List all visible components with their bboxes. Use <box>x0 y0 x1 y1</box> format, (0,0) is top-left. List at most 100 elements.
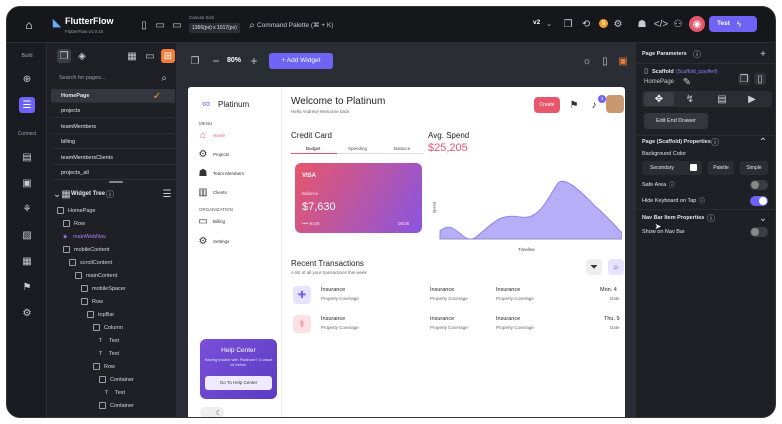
actions-tab-icon[interactable]: ↯ <box>685 93 695 105</box>
custom-code-icon[interactable]: ⚑ <box>22 281 32 293</box>
android-icon[interactable]: ⚇ <box>673 18 683 30</box>
theme-toggle[interactable] <box>200 407 224 417</box>
command-palette[interactable]: Command Palette (⌘ + K) <box>257 22 334 29</box>
tab-balance[interactable]: Balance <box>394 146 411 151</box>
home-icon[interactable]: ⌂ <box>25 18 33 32</box>
chevron-down-icon[interactable]: ⌄ <box>52 188 62 200</box>
chevron-up-icon[interactable]: ⌃ <box>758 136 768 148</box>
credit-card[interactable] <box>295 163 422 233</box>
grid-view-icon[interactable]: ▦ <box>127 50 137 62</box>
copy-icon[interactable]: ❐ <box>563 18 573 30</box>
code-icon[interactable]: </> <box>653 18 669 30</box>
phone-preview-icon[interactable]: ▯ <box>602 55 608 67</box>
bg-color-select[interactable]: Secondary <box>642 161 702 175</box>
delete-icon[interactable]: ▯ <box>754 73 766 85</box>
chevron-down-icon[interactable]: ⌄ <box>758 212 768 224</box>
test-button[interactable]: Test <box>709 16 757 32</box>
page-item[interactable]: teamMembers <box>51 120 175 134</box>
add-param-icon[interactable]: + <box>760 48 766 60</box>
tree-item[interactable]: T Text <box>99 338 120 344</box>
safe-area-toggle[interactable] <box>750 180 768 190</box>
tab-spending[interactable]: Spending <box>348 146 368 151</box>
backend-tab-icon[interactable]: ▤ <box>717 93 727 105</box>
create-button[interactable]: Create <box>534 97 560 113</box>
page-item[interactable]: billing <box>51 135 175 149</box>
add-page-button-icon[interactable]: ⊞ <box>161 49 175 63</box>
collab-icon[interactable]: ☗ <box>637 18 647 30</box>
nav-billing[interactable]: Billing <box>213 219 226 224</box>
history-icon[interactable]: ⟲ <box>581 18 591 30</box>
add-page-icon[interactable]: ⊕ <box>22 73 32 85</box>
tree-item[interactable]: mainContent <box>47 270 177 283</box>
tab-budget[interactable]: Budget <box>306 146 321 151</box>
tree-item[interactable]: T Text <box>105 390 126 396</box>
api-icon[interactable]: ▣ <box>22 177 32 189</box>
desktop-icon[interactable]: ▭ <box>172 19 182 31</box>
resize-handle[interactable] <box>109 181 123 183</box>
page-name[interactable]: HomePage <box>644 79 675 85</box>
tree-item[interactable]: mobileContent <box>47 244 177 257</box>
nav-projects[interactable]: Projects <box>213 152 230 157</box>
nav-settings[interactable]: Settings <box>213 239 230 244</box>
show-navbar-toggle[interactable] <box>750 227 768 237</box>
widget-tree-icon[interactable]: ☰ <box>19 97 35 113</box>
edit-drawer-button[interactable]: Edit End Drawer <box>644 113 708 129</box>
hide-keyboard-toggle[interactable] <box>750 196 768 206</box>
zoom-out-icon[interactable]: − <box>212 54 220 68</box>
notification-badge-icon[interactable]: 9 <box>599 19 608 28</box>
components-tab-icon[interactable]: ◈ <box>78 50 86 62</box>
theme-icon[interactable]: ▦ <box>22 255 32 267</box>
database-icon[interactable]: ▤ <box>22 151 32 163</box>
preview-eye-icon[interactable]: ◉ <box>689 16 705 32</box>
page-item[interactable]: projects_all <box>51 166 175 180</box>
tree-item[interactable]: Row <box>47 361 177 374</box>
tree-item[interactable]: Container <box>47 400 177 413</box>
tree-item[interactable]: topBar <box>47 309 177 322</box>
edit-icon[interactable]: ✎ <box>682 76 692 88</box>
page-item[interactable]: projects <box>51 104 175 118</box>
copy-canvas-icon[interactable]: ❐ <box>190 55 200 67</box>
tree-item[interactable]: Column <box>47 322 177 335</box>
page-item[interactable]: teamMembersClients <box>51 151 175 165</box>
tree-item[interactable]: Container <box>47 374 177 387</box>
add-widget-button[interactable]: + Add Widget <box>269 53 333 69</box>
nav-home[interactable]: Home <box>213 133 226 138</box>
tree-item[interactable]: T Text <box>99 351 120 357</box>
folder-icon[interactable]: ▭ <box>145 50 155 62</box>
zoom-level[interactable]: 80% <box>227 57 242 64</box>
tree-item[interactable]: Row <box>47 218 177 231</box>
tree-item[interactable]: Row <box>47 296 177 309</box>
tree-item[interactable]: HomePage <box>47 205 177 218</box>
settings-icon[interactable]: ⚙ <box>613 18 623 30</box>
bell-icon[interactable]: ♪ <box>591 99 597 111</box>
phone-icon[interactable]: ▯ <box>141 19 147 31</box>
tree-options-icon[interactable]: ☰ <box>162 188 172 200</box>
search-icon[interactable]: ⌕ <box>608 259 624 275</box>
tablet-icon[interactable]: ▭ <box>155 19 165 31</box>
filter-icon[interactable]: ⏷ <box>586 259 602 275</box>
page-search-input[interactable]: Search for pages... <box>59 75 106 81</box>
properties-tab-icon[interactable]: ✥ <box>644 92 674 106</box>
avatar[interactable] <box>606 95 624 113</box>
tree-item[interactable]: mobileSpacer <box>47 283 177 296</box>
tree-item[interactable]: scrollContent <box>47 257 177 270</box>
canvas-size-value[interactable]: 1366(px) x 1017(px) <box>189 23 240 33</box>
help-button[interactable]: Go To Help Center <box>205 376 272 390</box>
flag-icon[interactable]: ⚑ <box>569 99 579 111</box>
sun-icon[interactable]: ☼ <box>582 55 592 67</box>
zoom-in-icon[interactable]: + <box>250 54 258 68</box>
page-item[interactable]: HomePage <box>51 89 175 103</box>
chevron-down-icon[interactable]: ⌄ <box>546 21 552 28</box>
media-icon[interactable]: ▨ <box>22 229 32 241</box>
pages-tab-icon[interactable]: ❐ <box>57 49 71 63</box>
tree-item[interactable]: ◈ mainWebNav <box>63 234 106 240</box>
palette-button[interactable]: Palette <box>708 161 734 175</box>
version-select[interactable]: v2 <box>533 19 541 26</box>
copy-icon[interactable]: ❐ <box>738 73 750 85</box>
cloud-functions-icon[interactable]: ⚘ <box>22 203 32 215</box>
simple-button[interactable]: Simple <box>740 161 768 175</box>
nav-clients[interactable]: Clients <box>213 190 227 195</box>
gear-icon[interactable]: ⚙ <box>22 307 32 319</box>
play-tab-icon[interactable]: ▶ <box>748 93 756 105</box>
nav-team[interactable]: Team Members <box>213 171 245 176</box>
